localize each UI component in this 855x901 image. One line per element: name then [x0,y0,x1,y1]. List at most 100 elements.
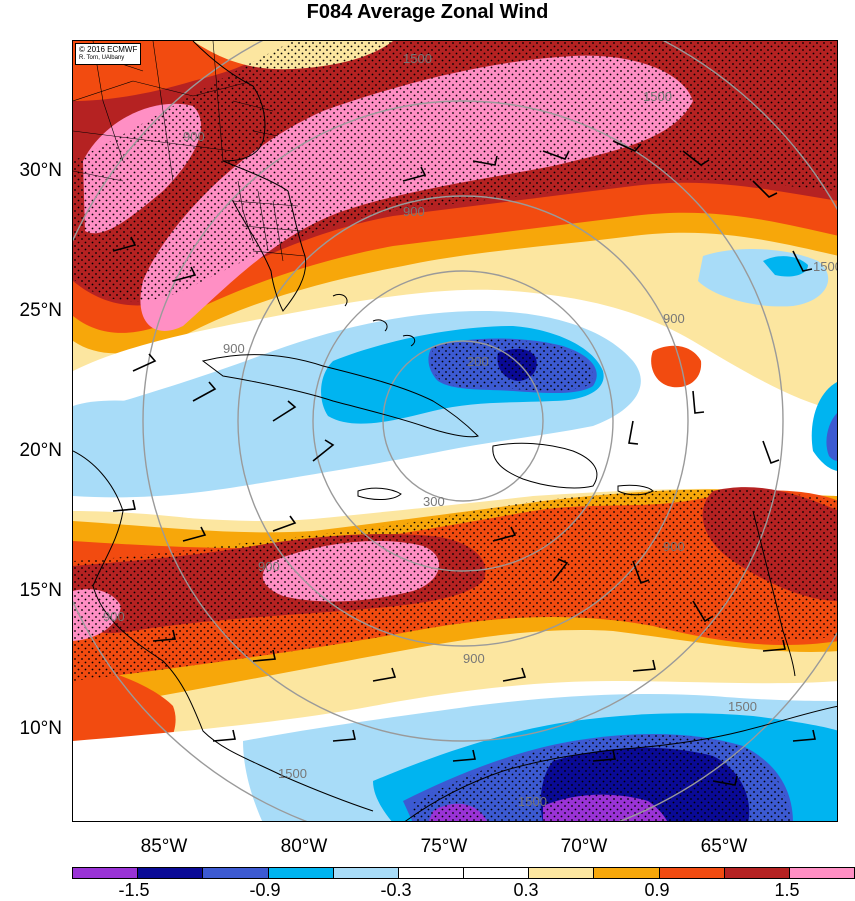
lat-label-25n: 25°N [19,300,62,321]
height-contours [73,41,837,821]
wind-barb [592,749,616,762]
wind-barb [252,649,276,662]
wind-barb [762,639,786,652]
wind-barbs [112,140,816,786]
wind-barb [628,420,639,445]
plot-title: F084 Average Zonal Wind [306,1,549,23]
wind-barb [692,390,705,414]
wind-barb [182,526,207,542]
wind-barb [212,729,236,742]
contour-label: 900 [663,311,685,326]
contour-label: 200 [467,354,489,369]
wind-barb [692,600,714,623]
wind-barb [172,266,197,282]
wind-barb [792,250,813,272]
contour-label: 900 [663,539,685,554]
wind-barb [332,729,356,742]
contour-label: 1500 [643,89,672,104]
wind-barb [452,749,476,762]
colorbar-segment [138,868,204,878]
state-lines-se-us [73,41,279,182]
credit-copyright: © 2016 ECMWF [79,45,138,54]
colorbar-label: -0.3 [380,880,412,900]
lon-label-65w: 65°W [700,836,748,857]
colorbar-segment [73,868,139,878]
colorbar-label: -1.5 [118,880,150,900]
state-lines [73,41,306,262]
contour-label: 900 [183,129,205,144]
wind-barb [632,659,656,672]
wind-barb [372,667,397,682]
contour-label: 900 [403,204,425,219]
lat-label-10n: 10°N [19,718,62,739]
wind-barb [112,236,137,252]
field-cyan-ne [763,256,808,277]
colorbar-segment [724,868,790,878]
wind-barb [502,667,527,682]
bahamas [332,293,416,347]
colorbar-segment [464,868,530,878]
wind-barb [272,400,297,422]
field-blue-east [826,413,837,461]
wind-barb [112,499,136,512]
county-lines-florida [232,180,306,262]
colorbar-label: 1.5 [774,880,800,900]
colorbar-segment [659,868,725,878]
lon-label-70w: 70°W [560,836,608,857]
lon-label-85w: 85°W [140,836,188,857]
contour-label: 900 [223,341,245,356]
wind-barb [402,166,427,182]
colorbar-label: 0.9 [644,880,670,900]
wind-barb [542,150,570,160]
colorbar-segment [789,868,855,878]
lat-label-30n: 30°N [19,160,62,181]
wind-barb [312,439,335,462]
contour-300 [312,270,614,572]
wind-barb [712,775,738,786]
contour-200 [382,340,544,502]
colorbar-segment [333,868,399,878]
contour-900-inner [237,195,689,647]
wind-barb [492,526,517,542]
lon-label-80w: 80°W [280,836,328,857]
contour-label: 900 [463,651,485,666]
hispaniola [492,442,598,489]
stipple-southeast-cold [413,734,791,821]
lat-label-15n: 15°N [19,580,62,601]
wind-barb [552,558,569,582]
contour-label: 1500 [403,51,432,66]
wind-barb [472,155,498,166]
puerto-rico [617,484,654,496]
contour-label: 1500 [518,794,547,809]
contour-900-outer [142,100,784,742]
wind-barb [612,140,642,152]
colorbar-segment [268,868,334,878]
wind-barb [192,381,217,402]
wind-barb [272,515,297,532]
contour-label: 300 [423,494,445,509]
contour-labels: 1500 900 900 900 900 900 200 300 900 900… [103,51,837,809]
colorbar-segment [529,868,595,878]
stipple-center-blue [430,339,593,391]
colorbar-segment [398,868,465,878]
jamaica [357,487,402,500]
colorbar-label: 0.3 [513,880,539,900]
wind-barb [752,180,778,198]
stipple-south [73,489,837,681]
stippling [73,41,837,821]
lat-label-20n: 20°N [19,440,62,461]
contour-label: 1500 [278,766,307,781]
map-svg: 1500 900 900 900 900 900 200 300 900 900… [73,41,837,821]
colorbar [72,867,855,879]
stipple-north [73,41,837,302]
wind-barb [682,150,710,166]
wind-barb [632,560,650,585]
wind-barb [792,729,816,742]
wind-barb [762,440,780,465]
wind-barb [152,629,176,642]
map-panel: 1500 900 900 900 900 900 200 300 900 900… [72,40,838,822]
colorbar-label: -0.9 [249,880,281,900]
field-red-se-patch [651,345,702,388]
florida-coast [222,160,307,312]
colorbar-segment [594,868,660,878]
